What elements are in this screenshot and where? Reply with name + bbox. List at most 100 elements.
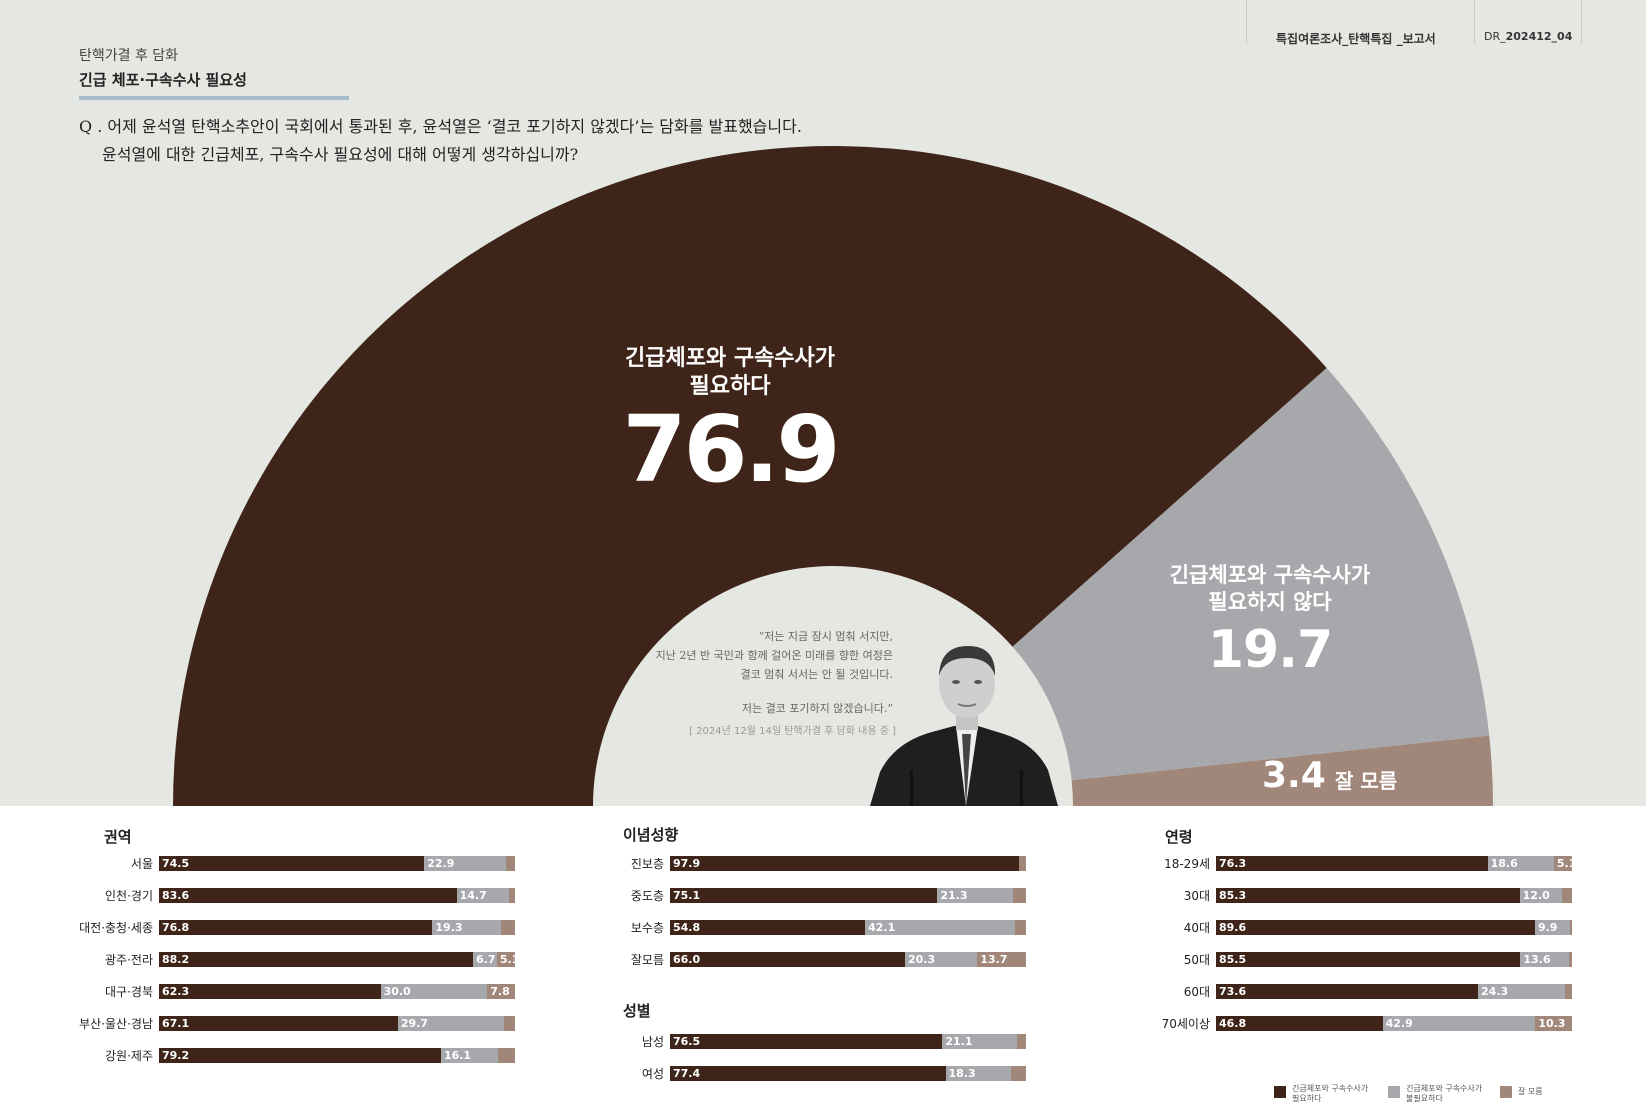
doc-code-prefix: DR_ [1484,30,1506,43]
region-bar-value-not-need: 19.3 [435,921,463,934]
legend-label-dont-know: 잘 모름 [1518,1087,1543,1096]
age-category-label: 40대 [1183,921,1210,935]
age-bar-segment-dont-know [1570,920,1572,935]
ideology-bar-value-dont-know: 13.7 [980,953,1008,966]
age-bar-row: 89.6 9.9 [1216,920,1572,935]
age-bar-segment-not-need: 24.3 [1478,984,1565,999]
age-bar-segment-not-need: 42.9 [1382,1016,1536,1031]
age-bar-segment-need: 46.8 [1216,1016,1383,1031]
region-bar-segment-need: 62.3 [159,984,381,999]
legend-label-not-need-line2: 불필요하다 [1406,1094,1443,1103]
gender-bar-segment-not-need: 21.1 [942,1034,1018,1049]
ideology-category-label: 보수층 [630,921,664,935]
region-bar-segment-not-need: 6.7 [472,952,497,967]
gender-bar-segment-not-need: 18.3 [945,1066,1011,1081]
age-category-label: 30대 [1183,889,1210,903]
slice-dont-know-value: 3.4 [1262,755,1326,796]
gender-bar-value-need: 76.5 [673,1035,701,1048]
region-bar-row: 88.2 6.7 5.1 [159,952,519,967]
question-line-1: Q . 어제 윤석열 탄핵소추안이 국회에서 통과된 후, 윤석열은 ‘결코 포… [79,117,802,136]
ideology-bar-segment-dont-know [1013,888,1026,903]
region-category-label: 대구·경북 [105,985,153,999]
legend-swatch-dont-know [1500,1086,1512,1098]
region-bar-value-need: 62.3 [162,985,190,998]
region-bar-value-need: 76.8 [162,921,190,934]
ideology-bar-value-need: 54.8 [673,921,701,934]
age-bar-segment-not-need: 12.0 [1519,888,1563,903]
gender-bar-value-need: 77.4 [673,1067,701,1080]
ideology-category-label: 잘모름 [630,953,664,967]
legend-label-need-line2: 필요하다 [1292,1094,1322,1103]
region-bar-value-dont-know: 5.1 [499,953,520,966]
age-bar-value-need: 85.3 [1219,889,1247,902]
age-bar-segment-not-need: 18.6 [1487,856,1554,871]
region-bar-row: 83.6 14.7 [159,888,515,903]
region-bar-value-need: 74.5 [162,857,190,870]
ideology-category-label: 중도층 [630,889,664,903]
age-title: 연령 [1165,828,1193,846]
question-line-2: 윤석열에 대한 긴급체포, 구속수사 필요성에 대해 어떻게 생각하십니까? [102,145,579,164]
legend-label-need-line1: 긴급체포와 구속수사가 [1292,1084,1369,1093]
donut-slice-dont-know [1071,735,1493,806]
doc-code-number: 202412_04 [1505,30,1573,43]
legend-swatch-not-need [1388,1086,1400,1098]
gender-bar-segment-need: 76.5 [670,1034,943,1049]
region-bar-row: 79.2 16.1 [159,1048,515,1063]
ideology-bar-segment-need: 66.0 [670,952,905,967]
region-bar-segment-dont-know [508,888,515,903]
gender-title: 성별 [623,1002,651,1020]
age-bar-value-need: 76.3 [1219,857,1247,870]
ideology-bar-row: 97.9 [670,856,1026,871]
age-bar-row: 73.6 24.3 [1216,984,1572,999]
ideology-bar-segment-not-need: 20.3 [904,952,978,967]
region-bar-segment-not-need: 22.9 [424,856,506,871]
age-bar-value-not-need: 9.9 [1537,921,1558,934]
age-bar-segment-dont-know: 10.3 [1535,1016,1572,1031]
legend-label-not-need: 긴급체포와 구속수사가 불필요하다 [1406,1084,1482,1104]
age-bar-segment-dont-know: 5.1 [1553,856,1576,871]
donut-slice-not-need [1012,367,1490,781]
slice-not-need-label-line2: 필요하지 않다 [1208,590,1332,614]
region-bar-row: 62.3 30.0 7.8 [159,984,515,999]
age-bar-segment-need: 89.6 [1216,920,1535,935]
region-bar-segment-not-need: 16.1 [440,1048,499,1063]
age-category-label: 60대 [1183,985,1210,999]
slice-need-label-line1: 긴급체포와 구속수사가 [624,346,836,371]
region-bar-row: 74.5 22.9 [159,856,515,871]
region-bar-segment-not-need: 19.3 [432,920,502,935]
age-category-label: 18-29세 [1164,857,1210,871]
section-title: 긴급 체포·구속수사 필요성 [79,71,247,89]
gender-category-label: 여성 [641,1067,664,1081]
report-title: 특집여론조사_탄핵특집 _보고서 [1276,32,1436,46]
region-title: 권역 [104,828,132,846]
region-bar-segment-need: 74.5 [159,856,425,871]
quote-line-1: “저는 지금 잠시 멈춰 서지만, [758,630,893,643]
age-bar-row: 76.3 18.6 5.1 [1216,856,1576,871]
ideology-bar-segment-need: 54.8 [670,920,866,935]
ideology-bar-segment-dont-know [1018,856,1026,871]
age-bar-value-need: 73.6 [1219,985,1247,998]
slice-not-need-label-line1: 긴급체포와 구속수사가 [1169,563,1371,587]
region-bar-value-dont-know: 7.8 [490,985,510,998]
ideology-bar-row: 75.1 21.3 [670,888,1026,903]
ideology-bar-value-need: 97.9 [673,857,701,870]
age-bar-segment-not-need: 13.6 [1520,952,1569,967]
region-bar-segment-not-need: 29.7 [397,1016,504,1031]
half-donut-chart [173,146,1493,806]
ideology-category-label: 진보층 [630,857,664,871]
quote-line-3: 결코 멈춰 서서는 안 될 것입니다. [740,668,893,681]
age-bar-row: 85.5 13.6 [1216,952,1572,967]
age-bar-value-need: 85.5 [1219,953,1247,966]
region-bar-value-need: 67.1 [162,1017,190,1030]
slice-dont-know-label: 잘 모름 [1335,769,1398,793]
age-bar-row: 46.8 42.9 10.3 [1216,1016,1572,1031]
quote-source: [ 2024년 12월 14일 탄핵가결 후 담화 내용 중 ] [689,726,896,737]
age-bar-segment-not-need: 9.9 [1534,920,1571,935]
age-bar-segment-dont-know [1568,952,1572,967]
quote-line-4: 저는 결코 포기하지 않겠습니다.” [741,702,893,715]
gender-bar-segment-need: 77.4 [670,1066,946,1081]
legend-label-need: 긴급체포와 구속수사가 필요하다 [1292,1084,1368,1104]
region-bar-segment-need: 83.6 [159,888,457,903]
region-bar-value-not-need: 29.7 [400,1017,429,1030]
ideology-bar-segment-dont-know: 13.7 [977,952,1026,967]
